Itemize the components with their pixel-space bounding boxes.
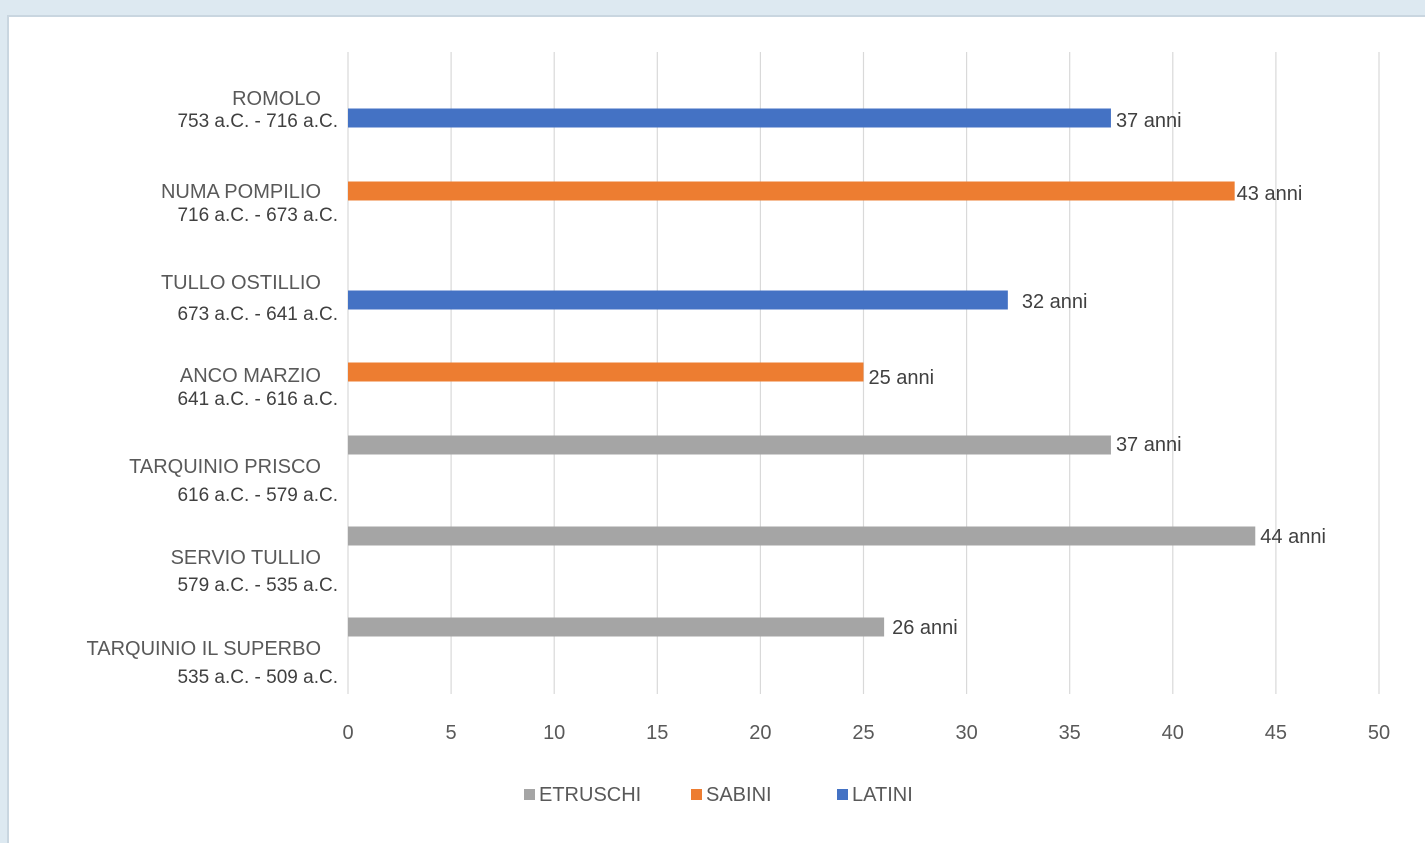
data-label: 37 anni (1116, 110, 1182, 132)
x-tick-label: 45 (1265, 722, 1287, 744)
legend-swatch-sabini (691, 789, 702, 800)
x-axis-ticks: 0 5 10 15 20 25 30 35 40 45 50 (342, 722, 1390, 744)
data-label: 43 anni (1237, 183, 1303, 205)
legend: ETRUSCHI SABINI LATINI (524, 784, 913, 806)
data-label: 37 anni (1116, 434, 1182, 456)
category-name-label: TULLO OSTILLIO (161, 272, 321, 294)
bar-latini (348, 290, 1008, 310)
category-name-label: ROMOLO (232, 88, 321, 110)
x-tick-label: 20 (749, 722, 771, 744)
legend-swatch-latini (837, 789, 848, 800)
data-labels: 37 anni 43 anni 32 anni 25 anni 37 anni 44 an… (869, 110, 1326, 639)
category-name-label: NUMA POMPILIO (161, 181, 321, 203)
x-tick-label: 25 (852, 722, 874, 744)
bar-sabini (348, 181, 1235, 201)
x-tick-label: 40 (1162, 722, 1184, 744)
x-tick-label: 50 (1368, 722, 1390, 744)
x-tick-label: 30 (955, 722, 977, 744)
data-label: 25 anni (869, 367, 935, 389)
category-years-label: 616 a.C. - 579 a.C. (177, 485, 338, 506)
category-name-label: SERVIO TULLIO (171, 547, 321, 569)
category-years-label: 641 a.C. - 616 a.C. (177, 389, 338, 410)
category-years-label: 753 a.C. - 716 a.C. (177, 111, 338, 132)
data-label: 44 anni (1260, 526, 1326, 548)
category-years-label: 535 a.C. - 509 a.C. (177, 667, 338, 688)
legend-label-sabini: SABINI (706, 784, 772, 806)
category-years-label: 673 a.C. - 641 a.C. (177, 304, 338, 325)
category-name-label: TARQUINIO IL SUPERBO (87, 638, 321, 660)
legend-swatch-etruschi (524, 789, 535, 800)
legend-label-etruschi: ETRUSCHI (539, 784, 641, 806)
bar-etruschi (348, 617, 885, 637)
x-tick-label: 15 (646, 722, 668, 744)
bar-etruschi (348, 526, 1256, 546)
category-years-label: 579 a.C. - 535 a.C. (177, 575, 338, 596)
category-name-label: TARQUINIO PRISCO (129, 456, 321, 478)
data-label: 32 anni (1022, 291, 1088, 313)
bar-sabini (348, 362, 864, 382)
x-tick-label: 5 (446, 722, 457, 744)
x-tick-label: 10 (543, 722, 565, 744)
category-years-label: 716 a.C. - 673 a.C. (177, 205, 338, 226)
chart-frame: ROMOLO 753 a.C. - 716 a.C. NUMA POMPILIO 71… (7, 15, 1425, 843)
bars (348, 108, 1256, 637)
legend-label-latini: LATINI (852, 784, 913, 806)
x-tick-label: 0 (342, 722, 353, 744)
x-tick-label: 35 (1059, 722, 1081, 744)
category-name-label: ANCO MARZIO (180, 365, 321, 387)
bar-etruschi (348, 435, 1111, 455)
data-label: 26 anni (892, 617, 958, 639)
bar-latini (348, 108, 1111, 128)
